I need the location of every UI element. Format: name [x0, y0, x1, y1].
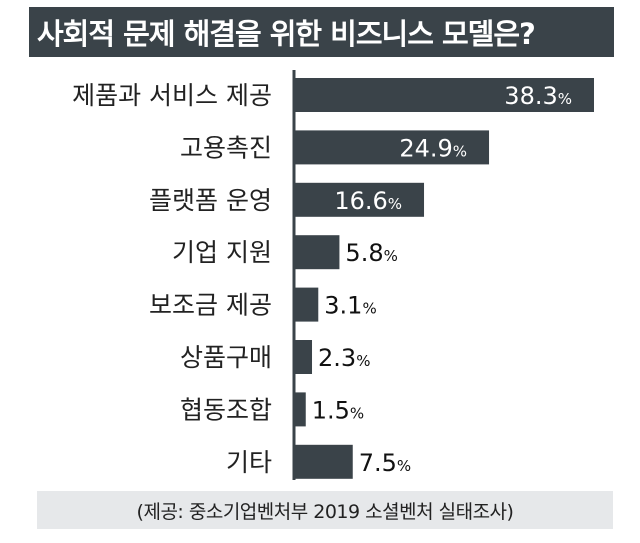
data-label: 3.1% [324, 292, 376, 320]
data-label-unit: % [558, 90, 572, 108]
chart-title: 사회적 문제 해결을 위한 비즈니스 모델은? [37, 17, 536, 51]
data-label: 24.9% [399, 134, 467, 162]
bar [294, 130, 490, 165]
data-label: 2.3% [318, 344, 370, 372]
category-label: 기업 지원 [172, 238, 272, 267]
data-label-unit: % [356, 352, 370, 370]
data-label-unit: % [397, 457, 411, 475]
category-label: 상품구매 [180, 343, 272, 372]
category-label: 제품과 서비스 제공 [72, 81, 272, 110]
bar-chart: 제품과 서비스 제공 38.3%고용촉진 24.9%플랫폼 운영 16.6%기업 지원… [72, 70, 594, 480]
bar [294, 182, 425, 217]
data-label: 5.8% [345, 239, 397, 267]
data-label-unit: % [388, 195, 402, 213]
category-label: 협동조합 [180, 395, 272, 424]
data-label-unit: % [362, 300, 376, 318]
category-label: 보조금 제공 [149, 291, 272, 320]
bar [294, 235, 340, 270]
bar [294, 340, 313, 374]
source-footer: (제공: 중소기업벤처부 2019 소셜벤처 실태조사) [37, 491, 613, 529]
category-label: 고용촉진 [180, 133, 272, 162]
bar [294, 287, 319, 322]
bar [294, 392, 306, 427]
category-label: 플랫폼 운영 [149, 186, 272, 215]
bar [294, 444, 353, 479]
data-label-unit: % [350, 404, 364, 422]
source-note: (제공: 중소기업벤처부 2019 소셜벤처 실태조사) [136, 500, 514, 523]
category-label: 기타 [226, 448, 272, 477]
chart-title-bar: 사회적 문제 해결을 위한 비즈니스 모델은? [29, 7, 614, 57]
data-label: 7.5% [359, 449, 411, 477]
bar [294, 78, 594, 112]
data-label-unit: % [384, 247, 398, 265]
data-label-unit: % [453, 142, 467, 160]
data-label: 1.5% [312, 396, 364, 424]
